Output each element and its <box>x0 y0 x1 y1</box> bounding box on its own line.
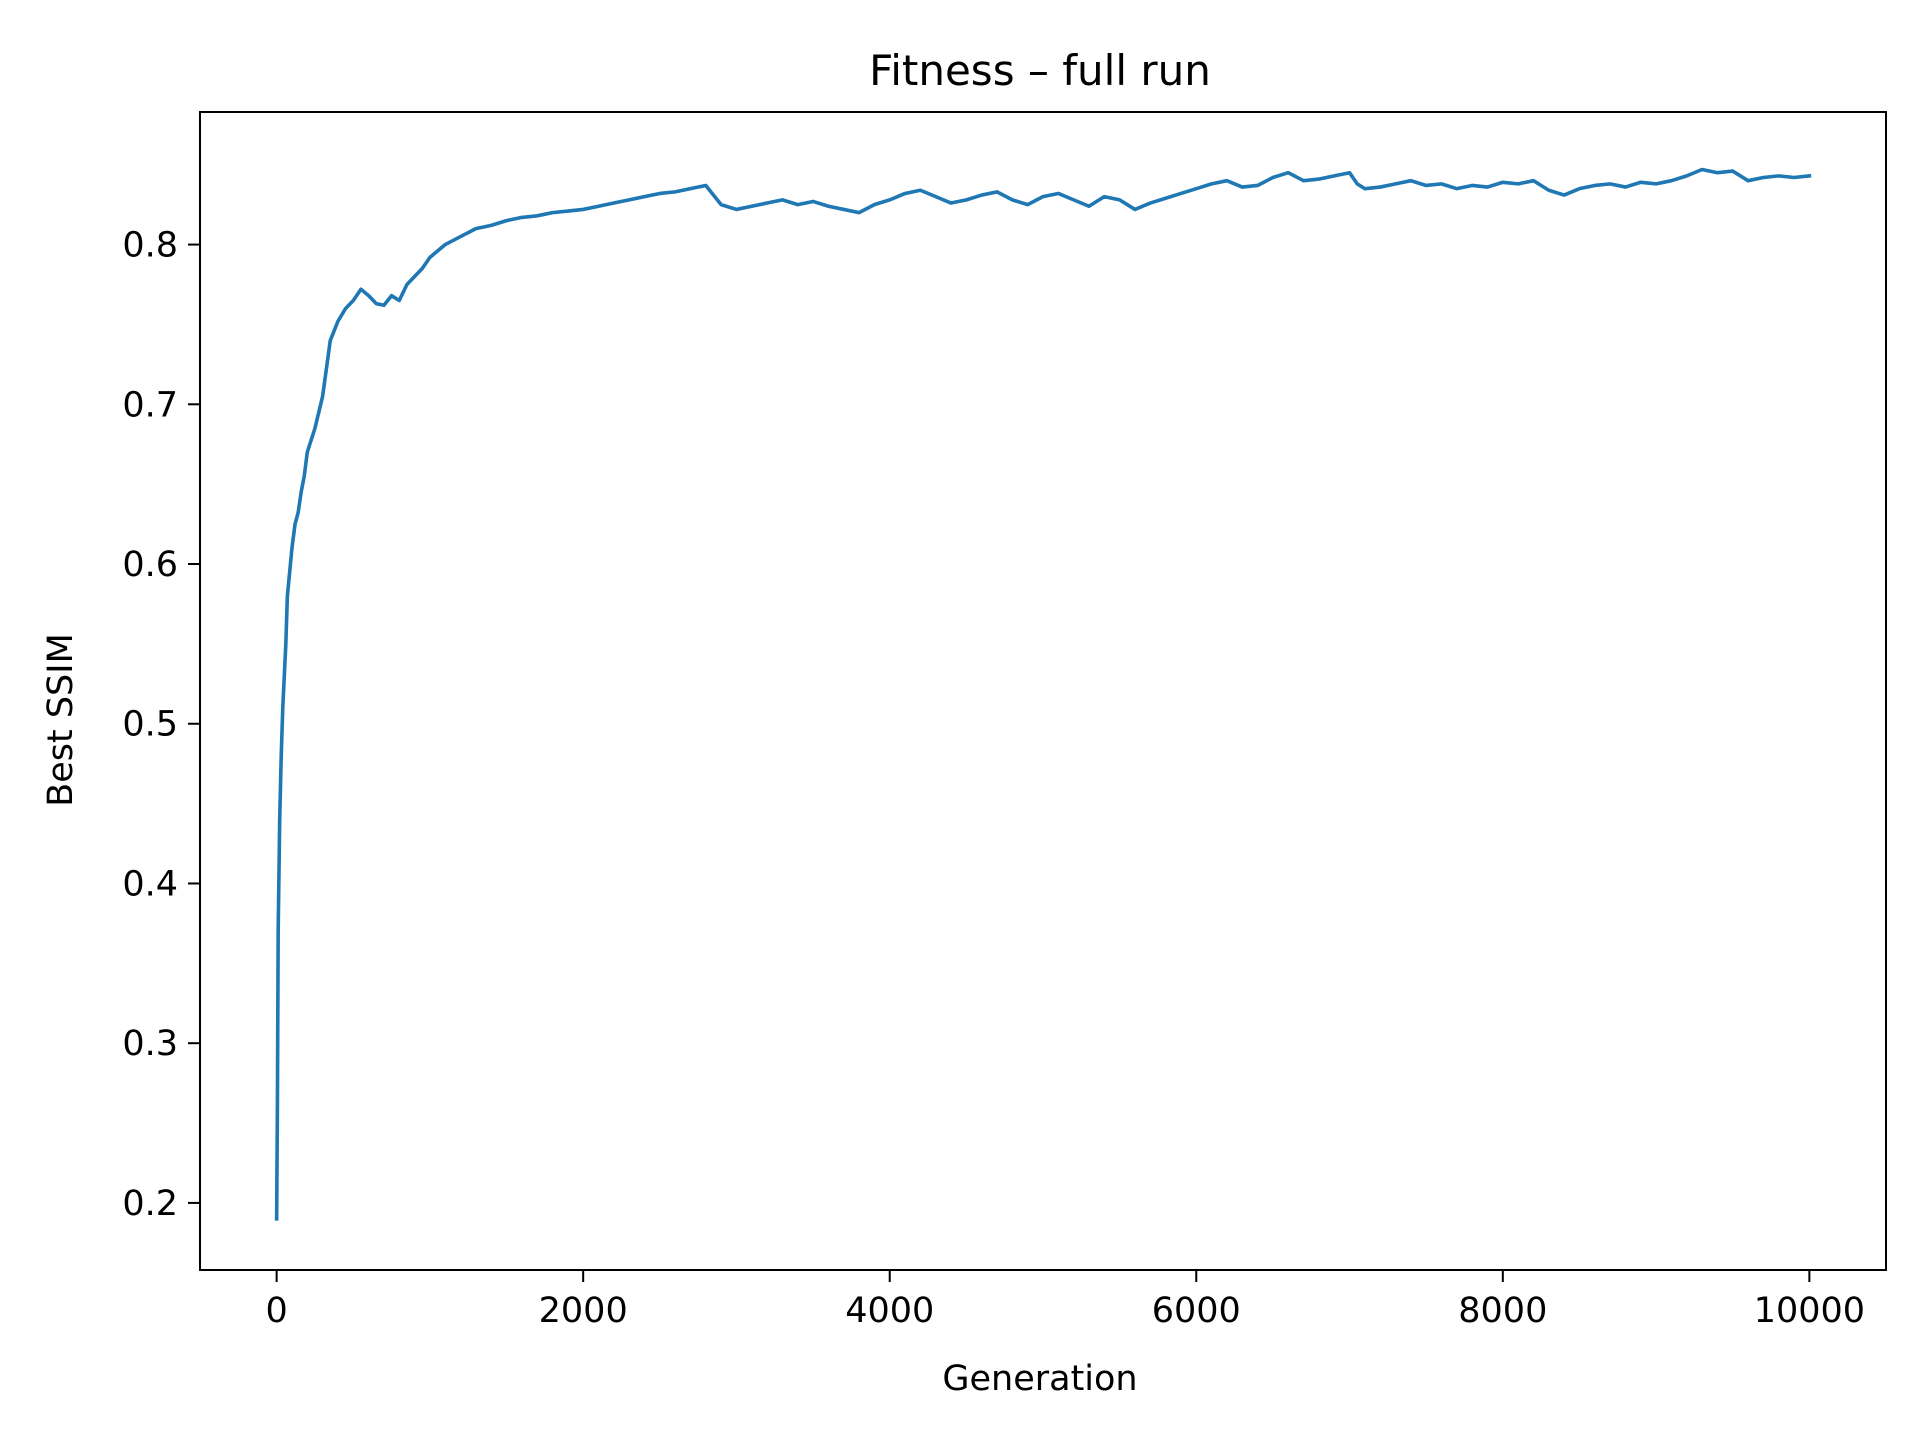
x-tick-label: 10000 <box>1754 1291 1865 1331</box>
y-tick-label: 0.8 <box>122 226 178 266</box>
chart-title: Fitness – full run <box>869 46 1211 95</box>
y-tick-label: 0.3 <box>122 1024 178 1064</box>
y-tick-label: 0.6 <box>122 545 178 585</box>
plot-frame <box>199 111 1887 1271</box>
x-tick-label: 2000 <box>539 1291 628 1331</box>
x-axis-label: Generation <box>942 1359 1137 1399</box>
x-tick-label: 8000 <box>1458 1291 1547 1331</box>
x-tick-label: 6000 <box>1152 1291 1241 1331</box>
plot-area: 0 2000 4000 6000 8000 10000 0.2 0.3 0.4 0.5 0.6 0.7… <box>122 111 1887 1331</box>
x-tick-label: 4000 <box>845 1291 934 1331</box>
y-tick-label: 0.2 <box>122 1184 178 1224</box>
y-tick-label: 0.7 <box>122 385 178 425</box>
x-tick-label: 0 <box>265 1291 287 1331</box>
y-tick-label: 0.4 <box>122 864 178 904</box>
series-line-0 <box>274 167 1812 1221</box>
y-tick-label: 0.5 <box>122 705 178 745</box>
y-axis-label: Best SSIM <box>41 633 81 807</box>
